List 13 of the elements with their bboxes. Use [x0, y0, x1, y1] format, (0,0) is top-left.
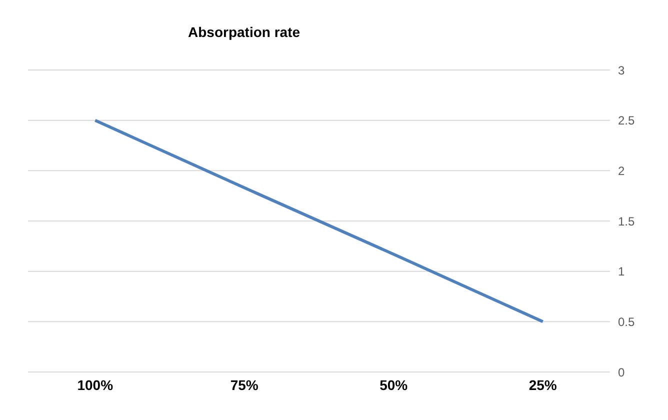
x-tick-label: 50%	[380, 376, 408, 393]
y-tick-label: 1	[618, 264, 625, 279]
y-tick-label: 1.5	[618, 214, 636, 228]
y-tick-label: 0.5	[618, 314, 636, 329]
x-tick-label: 75%	[230, 376, 259, 393]
y-tick-label: 2.5	[618, 114, 636, 128]
y-tick-label: 0	[618, 365, 625, 380]
x-tick-label: 25%	[528, 376, 558, 393]
x-tick-label: 100%	[77, 376, 114, 393]
line-series	[94, 118, 544, 324]
y-tick-label: 3	[618, 63, 625, 78]
y-tick-label: 2	[618, 164, 625, 178]
chart-title: Absorpation rate	[188, 24, 300, 40]
